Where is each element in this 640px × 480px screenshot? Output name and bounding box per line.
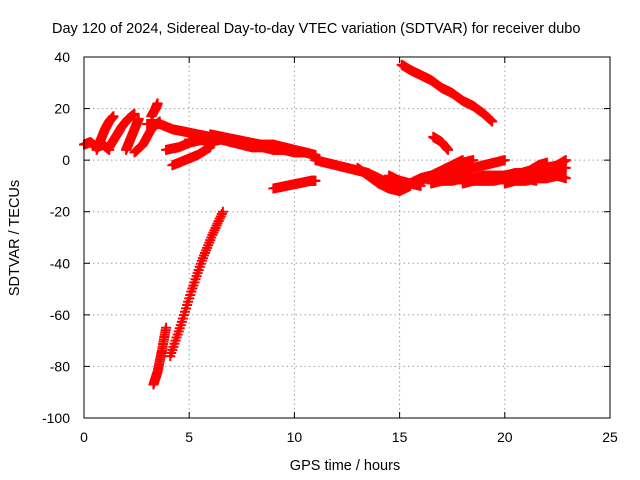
chart-title: Day 120 of 2024, Sidereal Day-to-day VTE… [52, 21, 580, 37]
series-arc-25 [436, 155, 510, 181]
data-point-plus [560, 173, 571, 184]
y-tick-label: -40 [50, 255, 70, 271]
y-tick-label: 40 [54, 49, 70, 65]
series-arc-3 [104, 108, 140, 153]
data-point-plus [217, 206, 228, 217]
data-point-plus [161, 322, 172, 333]
plot-frame [83, 56, 611, 419]
series-arc-30 [516, 157, 552, 179]
series-arc-16 [165, 206, 228, 362]
x-axis-label: GPS time / hours [290, 458, 400, 474]
x-tick-label: 0 [80, 429, 88, 445]
y-tick-label: -20 [50, 204, 70, 220]
series-arc-13 [268, 139, 321, 160]
grid-lines [84, 57, 610, 418]
series-arc-6 [146, 98, 163, 122]
data-point-plus [310, 175, 321, 186]
y-tick-label: -80 [50, 358, 70, 374]
x-tick-label: 10 [287, 429, 303, 445]
data-point-plus [499, 155, 510, 166]
x-tick-label: 15 [392, 429, 408, 445]
data-point-plus [108, 111, 119, 122]
data-point-plus [129, 108, 140, 119]
series-arc-14 [268, 175, 321, 194]
data-point-plus [133, 113, 144, 124]
x-tick-labels: 0 5 10 15 20 25 [80, 429, 618, 445]
y-tick-label: -100 [42, 410, 70, 426]
y-tick-label: -60 [50, 307, 70, 323]
series-arc-2 [91, 111, 119, 155]
y-tick-labels: 40 20 0 -20 -40 -60 -80 -100 [42, 49, 70, 426]
data-point-plus [442, 144, 453, 155]
series-arc-22 [396, 59, 498, 127]
data-point-plus [468, 155, 479, 166]
x-tick-label: 20 [497, 429, 513, 445]
series-arc-9 [167, 142, 216, 171]
x-tick-label: 5 [185, 429, 193, 445]
series-arc-4 [121, 113, 144, 155]
data-point-plus [487, 116, 498, 127]
y-tick-label: 0 [62, 152, 70, 168]
data-point-plus [152, 98, 163, 109]
x-tick-label: 25 [602, 429, 618, 445]
y-axis-label: SDTVAR / TECUs [7, 180, 23, 296]
series-arc-28 [499, 170, 571, 189]
series-arc-23 [428, 131, 453, 155]
data-point-plus [560, 155, 571, 166]
data-point-plus [541, 157, 552, 168]
y-tick-label: 20 [54, 101, 70, 117]
data-points [79, 59, 571, 390]
series-arc-15 [148, 322, 172, 390]
